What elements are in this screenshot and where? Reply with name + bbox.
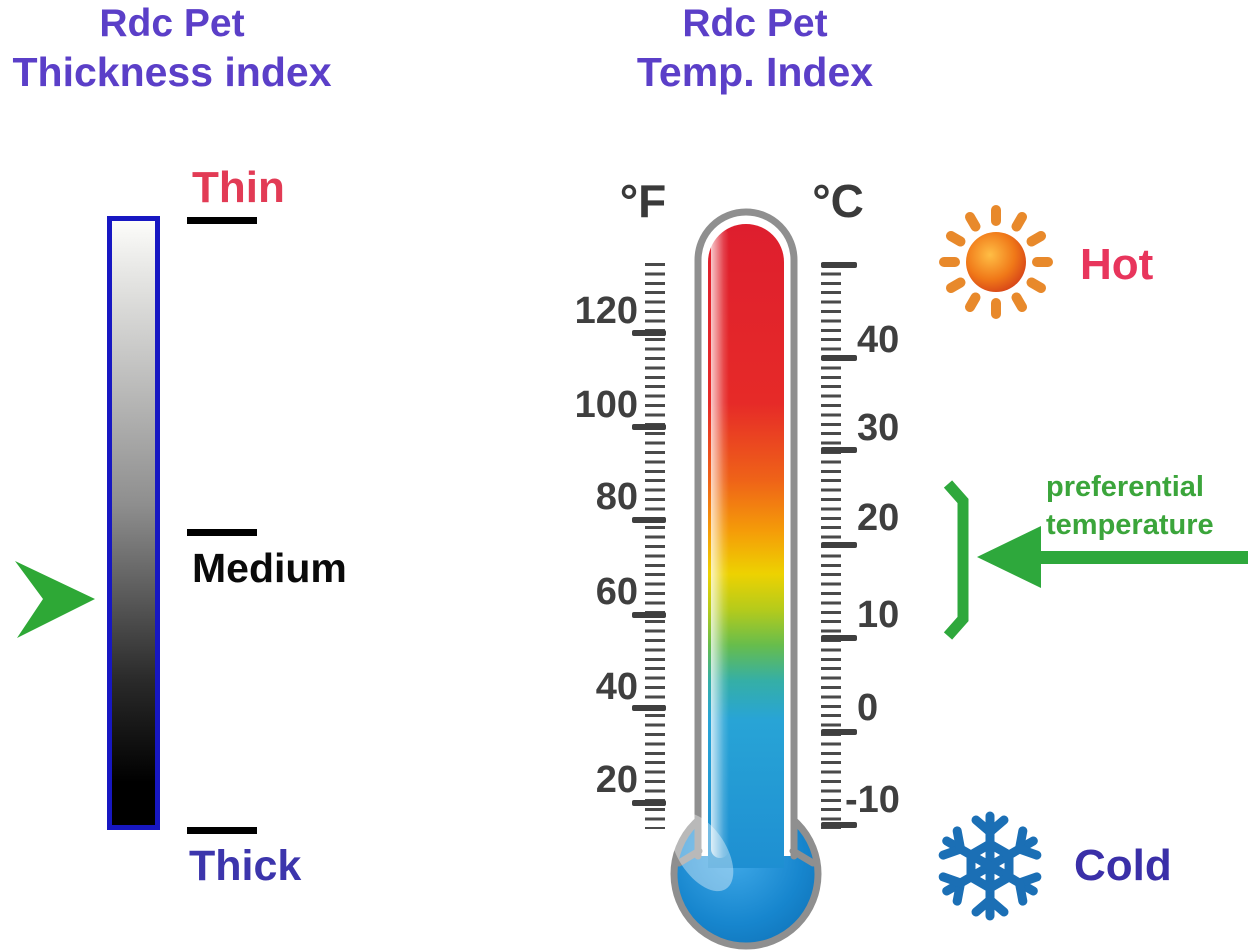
thin-tick-mark (187, 217, 257, 224)
tube-flare-left (675, 847, 703, 867)
hot-label: Hot (1080, 240, 1154, 289)
preferential-temperature-label: preferential temperature (1046, 468, 1214, 544)
fahrenheit-major-tick (632, 517, 666, 523)
fahrenheit-value: 40 (595, 666, 638, 708)
bulb-highlight (670, 812, 734, 892)
thermometer-tube-outline (694, 208, 798, 860)
thermometer-bulb (670, 798, 822, 950)
fahrenheit-value: 60 (595, 571, 638, 613)
medium-label: Medium (192, 545, 347, 591)
celsius-major-tick (821, 262, 857, 268)
preferential-line2: temperature (1046, 509, 1214, 541)
preferential-line1: preferential (1046, 471, 1204, 503)
celsius-value: 10 (857, 594, 900, 636)
fahrenheit-value: 100 (574, 384, 638, 426)
fahrenheit-value: 120 (574, 290, 638, 332)
sun-icon (939, 205, 1053, 319)
title-line1: Rdc Pet (682, 2, 828, 45)
celsius-unit-label: °C (812, 175, 864, 227)
thermometer-icon (670, 208, 822, 950)
tube-sheen (711, 228, 729, 858)
title-line2: Thickness index (12, 49, 332, 95)
thickness-gradient-bar (107, 216, 160, 830)
fahrenheit-major-tick (632, 705, 666, 711)
celsius-major-tick (821, 635, 857, 641)
title-line1: Rdc Pet (99, 2, 245, 45)
fahrenheit-major-tick (632, 800, 666, 806)
thermometer-mercury (708, 224, 784, 868)
temp-index-title: Rdc Pet Temp. Index (582, 0, 928, 97)
celsius-value: -10 (845, 779, 900, 821)
celsius-major-tick (821, 447, 857, 453)
cold-label: Cold (1074, 841, 1172, 890)
fahrenheit-value: 20 (595, 759, 638, 801)
thick-tick-mark (187, 827, 257, 834)
fahrenheit-major-tick (632, 612, 666, 618)
pointer-arrow-icon (15, 561, 95, 638)
celsius-value: 30 (857, 407, 900, 449)
range-bracket-icon (943, 480, 969, 640)
snowflake-icon (938, 811, 1042, 921)
celsius-value: 40 (857, 319, 900, 361)
fahrenheit-major-tick (632, 424, 666, 430)
fahrenheit-major-tick (632, 330, 666, 336)
celsius-major-tick (821, 729, 857, 735)
celsius-major-tick (821, 355, 857, 361)
medium-tick-mark (187, 529, 257, 536)
fahrenheit-minor-ticks (645, 263, 665, 829)
thickness-index-title: Rdc Pet Thickness index (0, 0, 344, 97)
fahrenheit-unit-label: °F (619, 175, 667, 227)
celsius-value: 0 (857, 687, 879, 729)
thick-label: Thick (189, 842, 302, 890)
celsius-major-tick (821, 542, 857, 548)
thin-label: Thin (192, 163, 285, 212)
celsius-major-tick (821, 822, 857, 828)
fahrenheit-value: 80 (595, 476, 638, 518)
tube-flare-right (789, 847, 817, 867)
celsius-value: 20 (857, 497, 900, 539)
title-line2: Temp. Index (636, 49, 874, 95)
